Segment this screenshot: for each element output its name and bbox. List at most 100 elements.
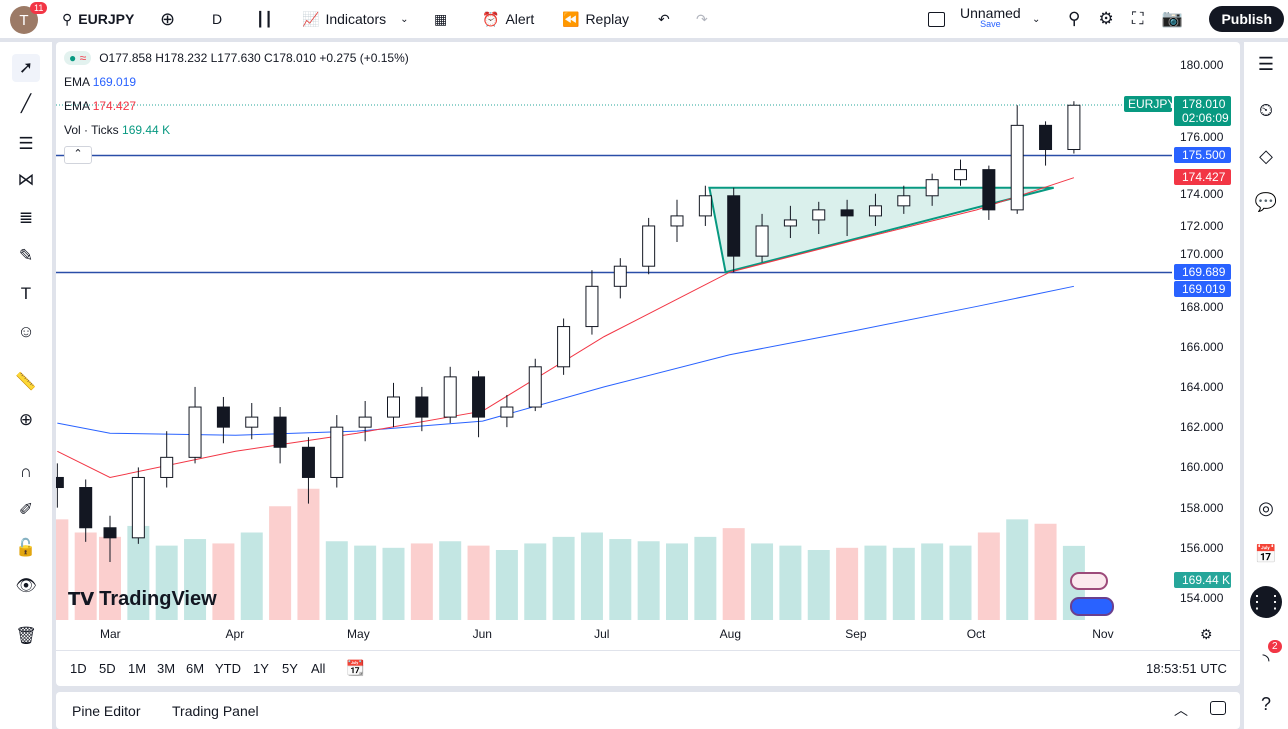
volume-tag: 169.44 K <box>1174 572 1231 588</box>
stream-icon[interactable]: ◝ <box>1262 649 1270 670</box>
cursor-icon[interactable]: ➚ <box>12 54 40 82</box>
axis-settings-icon[interactable]: ⚙ <box>1200 626 1213 642</box>
pattern-icon[interactable]: ⋈ <box>17 170 35 189</box>
volume-bar <box>325 541 348 620</box>
symbol-search[interactable]: EURJPY <box>78 11 135 27</box>
range-1m[interactable]: 1M <box>128 661 147 676</box>
interval-button[interactable]: D <box>212 11 223 27</box>
layout-name-button[interactable]: Unnamed Save <box>960 5 1021 29</box>
calendar-icon[interactable]: 📅 <box>1254 543 1278 564</box>
legend-ema-200[interactable]: EMA 169.019 <box>64 75 137 89</box>
candle-body <box>840 209 854 217</box>
fullscreen-icon[interactable]: ⛶ <box>1131 9 1144 28</box>
volume-bar <box>1006 519 1029 620</box>
range-3m[interactable]: 3M <box>157 661 176 676</box>
volume-bar <box>439 541 462 620</box>
maximize-icon[interactable] <box>1210 701 1226 715</box>
clock[interactable]: 18:53:51 UTC <box>1146 661 1227 676</box>
layouts-icon[interactable]: ▦ <box>434 10 448 27</box>
zoom-icon[interactable]: ⊕ <box>18 410 34 429</box>
candle-body <box>301 446 315 478</box>
economic-events-icon[interactable] <box>1070 597 1114 616</box>
alert-button[interactable]: Alert <box>505 11 535 27</box>
range-ytd[interactable]: YTD <box>215 661 241 676</box>
tab-trading-panel[interactable]: Trading Panel <box>172 703 259 719</box>
range-5d[interactable]: 5D <box>99 661 116 676</box>
price-tick: 158.000 <box>1180 500 1224 515</box>
events-icon[interactable] <box>1070 572 1108 590</box>
volume-bar <box>354 545 377 620</box>
collapse-legend-button[interactable]: ⌃ <box>64 146 92 164</box>
price-tick: 156.000 <box>1180 540 1224 555</box>
chevron-up-icon[interactable]: ︿ <box>1174 702 1188 718</box>
legend-ohlc: ● ≈ O177.858 H178.232 L177.630 C178.010 … <box>64 51 409 65</box>
volume-bar <box>382 547 405 620</box>
price-tick: 168.000 <box>1180 300 1224 314</box>
legend-volume[interactable]: Vol · Ticks 169.44 K <box>64 123 171 137</box>
volume-bar <box>807 550 830 620</box>
time-tick: Oct <box>966 627 986 641</box>
range-1d[interactable]: 1D <box>70 661 87 676</box>
drawing-toolbar: ➚ ╱ ☰ ⋈ ≣ ✎ T ☺ 📏 ⊕ ∩ ✐ 🔓 👁 🗑 <box>0 42 52 729</box>
candle-body <box>500 406 514 418</box>
volume-bar <box>892 547 915 620</box>
volume-bar <box>580 532 603 620</box>
undo-icon[interactable]: ↶ <box>658 10 670 27</box>
publish-button[interactable]: Publish <box>1209 6 1284 32</box>
date-range-icon[interactable]: 📆 <box>346 660 365 677</box>
stream-badge: 2 <box>1268 640 1282 653</box>
layers-icon[interactable]: ◇ <box>1259 145 1273 166</box>
target-icon[interactable]: ◎ <box>1258 497 1274 518</box>
candles-icon[interactable]: ┃┃ <box>256 10 273 27</box>
replay-button[interactable]: Replay <box>585 11 630 27</box>
horizontal-lines-icon[interactable]: ☰ <box>18 134 34 153</box>
trash-icon[interactable]: 🗑 <box>15 626 37 645</box>
price-chart[interactable] <box>56 42 1172 620</box>
layout-checkbox-icon[interactable] <box>928 11 945 27</box>
camera-icon[interactable]: 📷 <box>1161 9 1183 28</box>
emoji-icon[interactable]: ☺ <box>17 322 35 341</box>
volume-bar <box>1034 523 1057 620</box>
ema-red-tag: 174.427 <box>1174 169 1231 185</box>
ema_blue-line <box>57 285 1075 436</box>
chat-icon[interactable]: 💬 <box>1254 191 1278 212</box>
magnet-icon[interactable]: ∩ <box>19 462 33 481</box>
indicators-button[interactable]: Indicators <box>325 11 387 27</box>
price-tick: 174.000 <box>1180 187 1224 201</box>
volume-bar <box>836 547 859 620</box>
divider <box>56 650 1240 651</box>
tab-pine-editor[interactable]: Pine Editor <box>72 703 141 719</box>
range-1y[interactable]: 1Y <box>253 661 269 676</box>
volume-bar <box>977 532 1000 620</box>
watchlist-icon[interactable]: ☰ <box>1257 53 1275 74</box>
range-5y[interactable]: 5Y <box>282 661 298 676</box>
range-all[interactable]: All <box>311 661 326 676</box>
quick-search-icon[interactable]: ⚲ <box>1068 9 1081 28</box>
volume-bar <box>56 519 69 620</box>
compare-symbol-icon[interactable]: ⊕ <box>160 8 176 29</box>
time-tick: Jul <box>594 627 610 641</box>
range-6m[interactable]: 6M <box>186 661 205 676</box>
fib-icon[interactable]: ≣ <box>18 208 34 227</box>
lock-drawing-icon[interactable]: ✐ <box>18 500 34 519</box>
tradingview-logo[interactable]: 𝗧𝗩 TradingView <box>68 588 217 610</box>
trend-line-icon[interactable]: ╱ <box>20 94 32 113</box>
text-icon[interactable]: T <box>20 284 32 303</box>
price-tick: 172.000 <box>1180 218 1224 233</box>
alarm-clock-icon[interactable]: ⏲ <box>1258 99 1274 120</box>
candle-body <box>415 396 429 418</box>
settings-icon[interactable]: ⚙ <box>1098 9 1114 28</box>
time-tick: May <box>347 627 370 641</box>
lock-icon[interactable]: 🔓 <box>15 538 37 557</box>
help-icon[interactable]: ? <box>1260 693 1271 714</box>
redo-icon[interactable]: ↷ <box>696 10 708 27</box>
volume-bar <box>921 543 944 620</box>
chevron-down-icon[interactable]: ⌄ <box>400 13 409 25</box>
apps-grid-icon[interactable]: ⋮⋮ <box>1248 586 1284 618</box>
legend-ema-50[interactable]: EMA 174.427 <box>64 99 137 113</box>
eye-icon[interactable]: 👁 <box>15 576 37 595</box>
ruler-icon[interactable]: 📏 <box>15 372 37 391</box>
brush-icon[interactable]: ✎ <box>18 246 34 265</box>
chevron-down-icon[interactable]: ⌄ <box>1032 13 1041 25</box>
symbol-tag: EURJPY <box>1124 96 1175 112</box>
